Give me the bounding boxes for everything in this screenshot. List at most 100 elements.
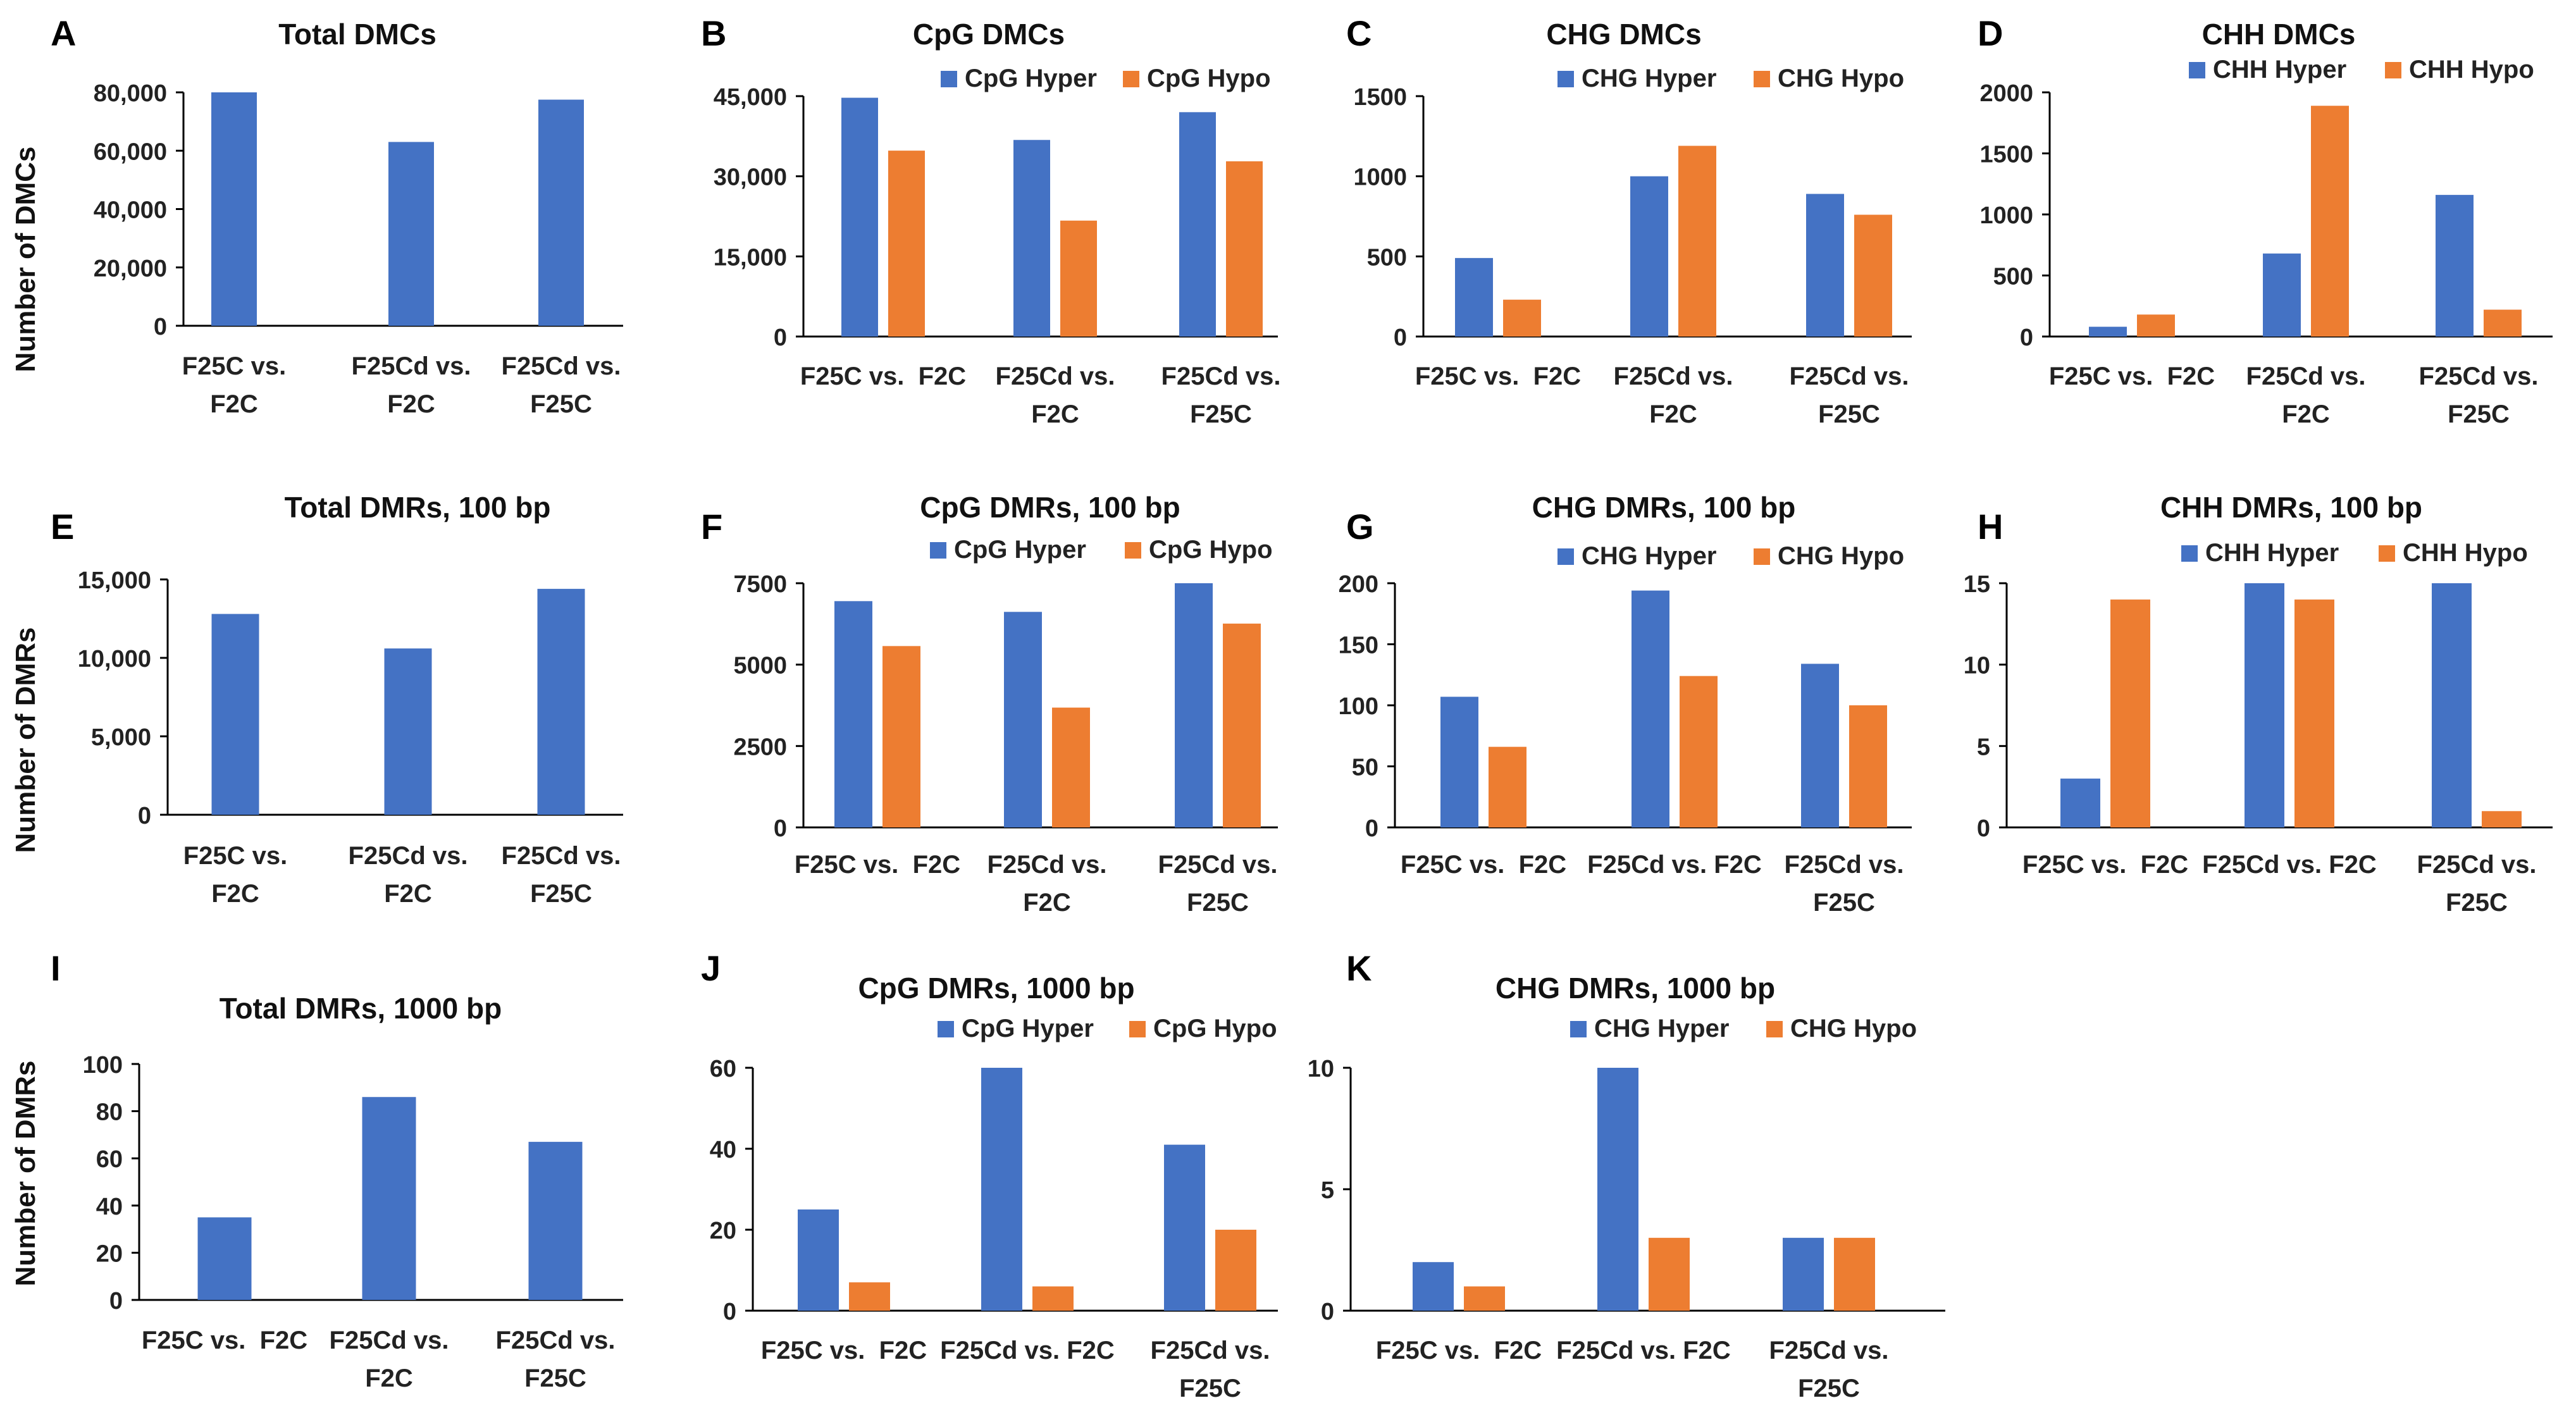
y-tick-label: 60,000 [94,139,167,165]
bar-hyper [1164,1144,1205,1311]
panel-g: G CHG DMRs, 100 bp 0 50 100 150 200 F25C vs. F2… [1339,491,1912,917]
x-tick-label: F25Cd vs. [352,352,471,380]
panel-letter: H [1978,507,2003,547]
y-tick-label: 5 [1321,1177,1334,1204]
legend-swatch [1754,71,1770,87]
bar-hyper [1806,194,1844,337]
bar-hyper [1597,1068,1638,1311]
panel-letter: E [51,507,74,547]
panel-letter: D [1978,13,2003,53]
x-tick-label: F25C vs. F2C [2049,362,2215,390]
y-tick-label: 40,000 [94,197,167,224]
x-tick-label: F25Cd vs. [502,352,621,380]
panel-a: A Total DMCs Number of DMCs 0 20,000 40,000 60… [10,13,623,418]
bar-hypo [2482,811,2522,827]
x-tick-label: F25Cd vs. [1769,1337,1889,1364]
bar-hyper [1801,664,1839,827]
x-tick-label: F25Cd vs. [1614,362,1733,390]
x-tick-label: F25Cd vs. [2419,362,2539,390]
legend-label: CHG Hypo [1790,1015,1917,1042]
chart-title: CpG DMCs [913,18,1065,51]
bar-hypo [882,646,920,827]
bar-hypo [1854,214,1892,337]
x-tick-label: F25Cd vs. [1785,851,1904,879]
bar-total [537,588,585,815]
y-tick-label: 0 [1321,1299,1334,1325]
panel-b: B CpG DMCs 0 15,000 30,000 45,000 F25C vs. F2C… [701,13,1280,428]
y-axis-label: Number of DMCs [10,147,41,373]
y-tick-label: 5 [1977,734,1990,760]
y-tick-label: 7500 [733,571,787,598]
x-tick-label: F25C vs. F2C [1401,851,1566,879]
y-tick-label: 2500 [733,734,787,760]
bar-hypo [1849,705,1887,827]
x-tick-label: F25Cd vs. F2C [2202,851,2377,879]
y-tick-label: 10 [1308,1056,1334,1082]
legend-label: CpG Hyper [965,65,1097,92]
legend-swatch [2379,545,2395,562]
x-tick-label: F25C [524,1364,586,1392]
panel-f: F CpG DMRs, 100 bp 0 2500 5000 7500 F25C vs. F… [701,491,1278,917]
bar-total [384,648,432,815]
y-tick-label: 50 [1352,755,1378,781]
bar-hyper [841,97,878,337]
y-tick-label: 100 [1339,693,1378,720]
bar-total [211,614,259,815]
bar-hyper [1175,583,1213,827]
bar-hypo [1489,746,1526,827]
y-tick-label: 0 [774,325,787,351]
legend-label: CHG Hyper [1582,542,1716,570]
legend-swatch [1123,71,1139,87]
bar-hyper [1004,612,1042,827]
bar-hyper [1783,1237,1824,1311]
bar-hyper [2436,195,2474,337]
y-tick-label: 500 [1367,244,1407,271]
y-tick-label: 1000 [1979,202,2033,229]
chart-title: Total DMRs, 100 bp [285,491,551,524]
bar-hypo [1649,1237,1690,1311]
y-tick-label: 100 [83,1052,123,1079]
y-tick-label: 80 [96,1099,123,1126]
y-tick-label: 15 [1964,571,1990,598]
bar-hyper [1413,1262,1454,1311]
legend-swatch [941,71,957,87]
bar-total [362,1097,416,1300]
x-tick-label: F25C vs. F2C [142,1327,307,1354]
y-tick-label: 15,000 [78,567,151,594]
legend-label: CpG Hypo [1147,65,1271,92]
y-tick-label: 60 [96,1146,123,1173]
panel-letter: I [51,948,61,988]
y-tick-label: 5,000 [91,724,151,751]
bar-hyper [1455,257,1493,337]
x-tick-label: F25Cd vs. [349,842,468,870]
panel-k: K CHG DMRs, 1000 bp 0 5 10 F25C vs. F2C F25Cd … [1308,948,1945,1402]
y-tick-label: 0 [1394,325,1407,351]
panel-letter: C [1346,13,1372,53]
bar-hyper [1632,590,1669,827]
panel-i: I Total DMRs, 1000 bp Number of DMRs 0 20 40 6… [10,948,623,1392]
x-tick-label: F2C [2282,400,2330,428]
y-tick-label: 500 [1993,264,2033,290]
x-tick-label: F25C vs. F2C [1376,1337,1542,1364]
x-tick-label: F25C vs. F2C [761,1337,927,1364]
x-tick-label: F25Cd vs. [1161,362,1281,390]
bar-hyper [2245,583,2284,827]
legend-swatch [930,542,946,559]
x-tick-label: F25Cd vs. [330,1327,449,1354]
x-tick-label: F2C [387,390,435,418]
bar-total [197,1217,252,1300]
bar-hyper [1630,176,1668,337]
y-tick-label: 10 [1964,653,1990,679]
x-tick-label: F2C [210,390,258,418]
y-tick-label: 0 [1977,815,1990,842]
bar-hypo [2294,599,2334,827]
legend-swatch [1754,548,1770,565]
y-tick-label: 15,000 [714,244,787,271]
legend-label: CpG Hyper [954,536,1086,564]
x-tick-label: F25C [1818,400,1880,428]
x-tick-label: F25Cd vs. [1151,1337,1270,1364]
legend-swatch [1570,1021,1587,1037]
bar-hypo [2137,314,2175,337]
y-tick-label: 0 [774,815,787,842]
x-tick-label: F25Cd vs. [1158,851,1278,879]
